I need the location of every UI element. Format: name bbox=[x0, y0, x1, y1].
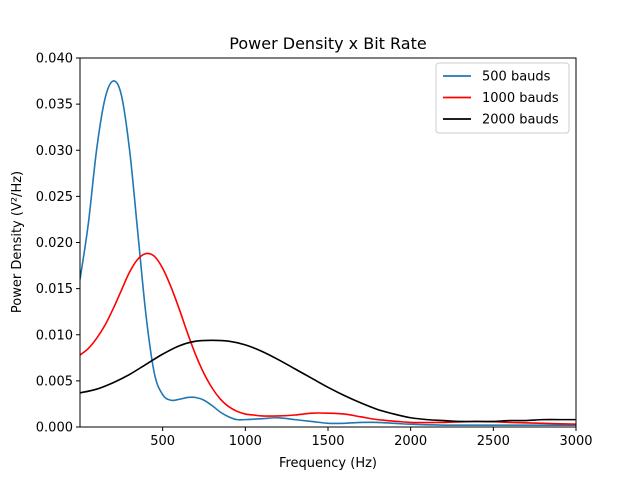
x-tick-label: 1000 bbox=[229, 434, 262, 449]
x-tick-label: 1500 bbox=[311, 434, 344, 449]
x-tick-label: 2000 bbox=[394, 434, 427, 449]
x-tick-label: 3000 bbox=[559, 434, 592, 449]
legend-label-1: 500 bauds bbox=[482, 70, 551, 85]
chart-title: Power Density x Bit Rate bbox=[229, 34, 426, 53]
y-axis-label: Power Density (V²/Hz) bbox=[10, 171, 25, 313]
y-tick-label: 0.010 bbox=[36, 328, 73, 343]
y-tick-label: 0.035 bbox=[36, 98, 73, 113]
legend-label-3: 2000 bauds bbox=[482, 113, 559, 128]
y-tick-label: 0.000 bbox=[36, 421, 73, 436]
legend-box bbox=[435, 62, 570, 134]
y-tick-label: 0.025 bbox=[36, 190, 73, 205]
y-tick-label: 0.005 bbox=[36, 374, 73, 389]
plot-area: 500 1000 1500 2000 2500 3000 0.000 0.005 0.010 0.… bbox=[36, 52, 593, 450]
series-line-3 bbox=[80, 339, 576, 423]
series-line-1 bbox=[80, 80, 576, 427]
legend-label-2: 1000 bauds bbox=[482, 91, 559, 106]
y-tick-label: 0.020 bbox=[36, 236, 73, 251]
x-tick-label: 500 bbox=[150, 434, 175, 449]
x-axis-label: Frequency (Hz) bbox=[279, 456, 377, 471]
series-line-2 bbox=[80, 252, 576, 426]
x-tick-label: 2500 bbox=[477, 434, 510, 449]
y-tick-label: 0.030 bbox=[36, 144, 73, 159]
y-tick-label: 0.040 bbox=[36, 52, 73, 67]
legend: 500 bauds 1000 bauds 2000 bauds bbox=[435, 62, 570, 134]
y-tick-label: 0.015 bbox=[36, 282, 73, 297]
